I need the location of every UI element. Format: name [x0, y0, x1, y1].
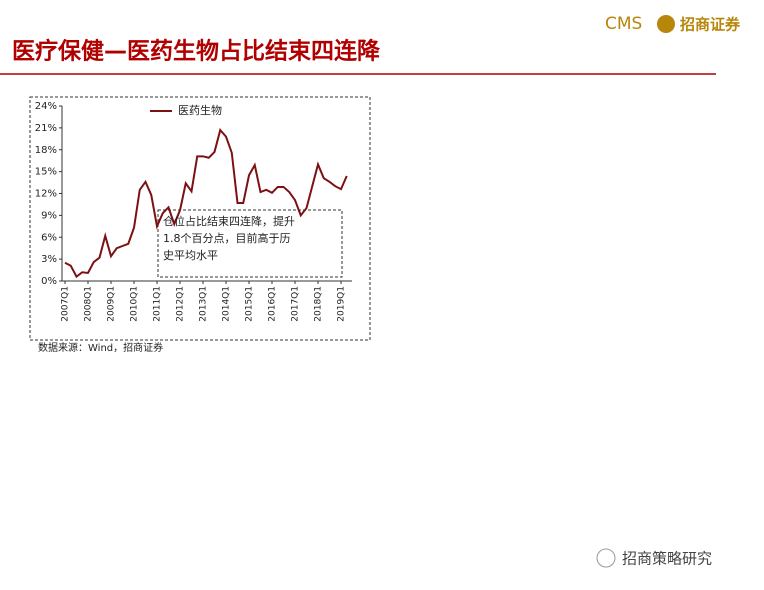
source-note: 数据来源：Wind，招商证券	[38, 341, 163, 354]
annotation-box	[157, 209, 343, 278]
x-tick-label: 2015Q1	[245, 286, 255, 322]
y-tick-label: 0%	[41, 276, 57, 287]
annotation-text: 仓位占比结束四连降，提升	[163, 214, 295, 228]
x-tick-label: 2018Q1	[314, 286, 324, 322]
x-tick-label: 2010Q1	[130, 286, 140, 322]
y-tick-label: 6%	[41, 232, 57, 243]
x-tick-label: 2012Q1	[176, 286, 186, 322]
logo-icon	[657, 15, 675, 33]
y-tick-label: 12%	[35, 189, 57, 200]
x-tick-label: 2007Q1	[61, 286, 71, 322]
x-tick-label: 2011Q1	[153, 286, 163, 322]
logo-name: 招商证券	[680, 16, 741, 34]
slide-title: 医疗保健—医药生物占比结束四连降	[12, 38, 381, 65]
annotation-text: 1.8个百分点，目前高于历	[163, 231, 291, 245]
x-tick-label: 2019Q1	[337, 286, 347, 322]
watermark-icon	[596, 548, 616, 568]
x-tick-label: 2009Q1	[107, 286, 117, 322]
watermark: 招商策略研究	[622, 550, 712, 568]
annotation-text: 史平均水平	[163, 249, 218, 262]
series-line	[64, 127, 348, 279]
y-tick-label: 9%	[41, 210, 57, 221]
y-tick-label: 24%	[35, 101, 57, 112]
x-tick-label: 2016Q1	[268, 286, 278, 322]
y-tick-label: 18%	[35, 145, 57, 156]
y-tick-label: 3%	[41, 254, 57, 265]
y-tick-label: 15%	[35, 167, 57, 178]
chart-frame	[29, 96, 371, 341]
x-tick-label: 2008Q1	[84, 286, 94, 322]
logo-mark: CMS	[605, 14, 642, 34]
x-tick-label: 2013Q1	[199, 286, 209, 322]
x-tick-label: 2017Q1	[291, 286, 301, 322]
legend-label: 医药生物	[178, 103, 222, 117]
y-tick-label: 21%	[35, 123, 57, 134]
x-tick-label: 2014Q1	[222, 286, 232, 322]
